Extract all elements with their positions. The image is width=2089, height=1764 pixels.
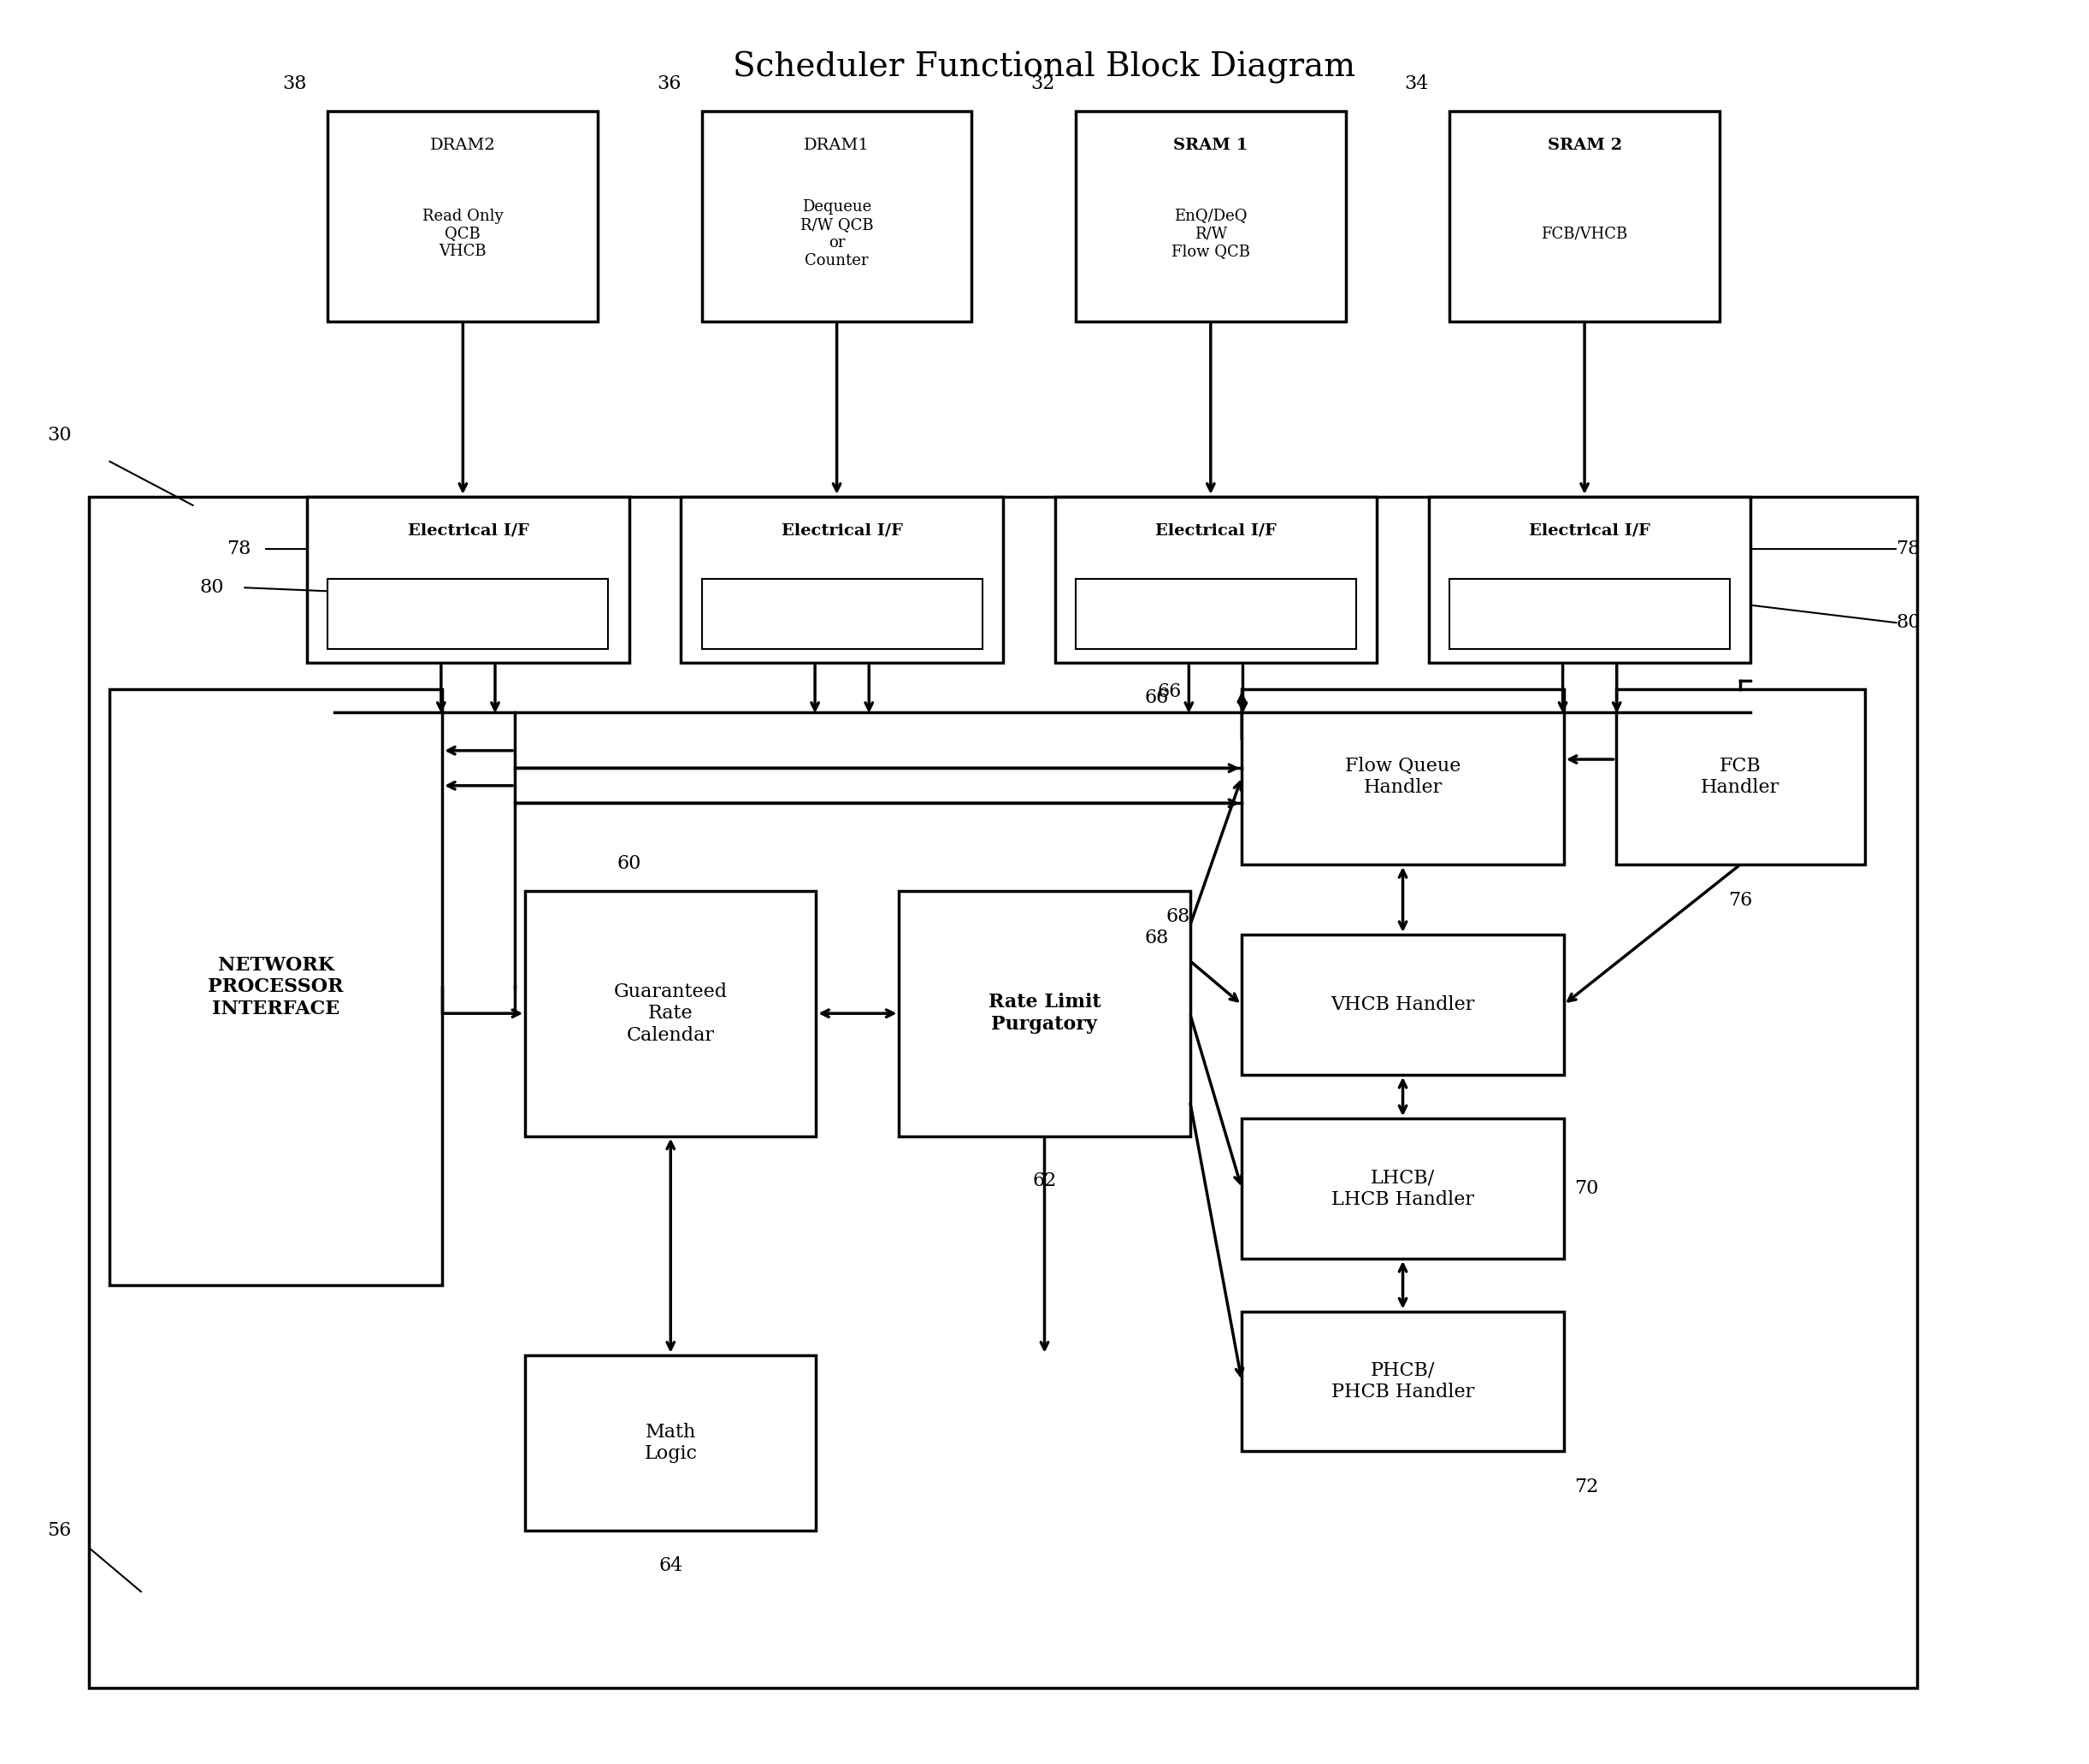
Text: 68: 68 [1166, 907, 1191, 926]
Text: VHCB Handler: VHCB Handler [1331, 995, 1475, 1014]
Text: Slot Allocation
Arbiter: Slot Allocation Arbiter [1546, 602, 1634, 626]
FancyBboxPatch shape [90, 496, 1918, 1688]
Text: Read Only
QCB
VHCB: Read Only QCB VHCB [422, 208, 503, 259]
FancyBboxPatch shape [111, 690, 443, 1284]
Text: Electrical I/F: Electrical I/F [1529, 522, 1650, 538]
Text: NETWORK
PROCESSOR
INTERFACE: NETWORK PROCESSOR INTERFACE [209, 956, 345, 1018]
Text: Math
Logic: Math Logic [643, 1422, 698, 1462]
Text: SRAM 2: SRAM 2 [1548, 138, 1621, 153]
FancyBboxPatch shape [1241, 935, 1565, 1074]
Text: Electrical I/F: Electrical I/F [781, 522, 902, 538]
FancyBboxPatch shape [524, 1355, 817, 1531]
FancyBboxPatch shape [1450, 579, 1730, 649]
Text: Slot Allocation
Arbiter: Slot Allocation Arbiter [798, 602, 886, 626]
Text: EnQ/DeQ
R/W
Flow QCB: EnQ/DeQ R/W Flow QCB [1172, 208, 1249, 259]
Text: 56: 56 [48, 1521, 71, 1540]
FancyBboxPatch shape [1076, 579, 1356, 649]
FancyBboxPatch shape [524, 891, 817, 1136]
Text: 34: 34 [1404, 74, 1429, 93]
Text: LHCB/
LHCB Handler: LHCB/ LHCB Handler [1331, 1168, 1475, 1208]
FancyBboxPatch shape [1076, 111, 1345, 321]
FancyBboxPatch shape [702, 579, 982, 649]
FancyBboxPatch shape [1241, 1118, 1565, 1259]
Text: PHCB/
PHCB Handler: PHCB/ PHCB Handler [1331, 1362, 1475, 1402]
FancyBboxPatch shape [1450, 111, 1719, 321]
Text: Slot Allocation
Arbiter: Slot Allocation Arbiter [1172, 602, 1260, 626]
Text: DRAM1: DRAM1 [804, 138, 869, 153]
Text: Dequeue
R/W QCB
or
Counter: Dequeue R/W QCB or Counter [800, 199, 873, 268]
Text: SRAM 1: SRAM 1 [1174, 138, 1247, 153]
FancyBboxPatch shape [1615, 690, 1865, 864]
Text: 72: 72 [1575, 1478, 1598, 1496]
Text: 60: 60 [616, 854, 641, 873]
Text: DRAM2: DRAM2 [430, 138, 495, 153]
Text: 32: 32 [1030, 74, 1055, 93]
Text: FCB/VHCB: FCB/VHCB [1542, 226, 1627, 242]
Text: 78: 78 [228, 540, 251, 559]
Text: Scheduler Functional Block Diagram: Scheduler Functional Block Diagram [733, 51, 1356, 83]
FancyBboxPatch shape [1241, 690, 1565, 864]
Text: 38: 38 [282, 74, 307, 93]
Text: Rate Limit
Purgatory: Rate Limit Purgatory [988, 993, 1101, 1034]
Text: 68: 68 [1145, 928, 1170, 947]
FancyBboxPatch shape [328, 111, 597, 321]
Text: 78: 78 [1897, 540, 1920, 559]
FancyBboxPatch shape [702, 111, 971, 321]
Text: 80: 80 [201, 579, 224, 596]
Text: 36: 36 [656, 74, 681, 93]
Text: 66: 66 [1157, 683, 1180, 702]
FancyBboxPatch shape [898, 891, 1191, 1136]
Text: FCB
Handler: FCB Handler [1700, 757, 1780, 797]
Text: Guaranteed
Rate
Calendar: Guaranteed Rate Calendar [614, 983, 727, 1044]
Text: 80: 80 [1897, 614, 1920, 632]
Text: 64: 64 [658, 1556, 683, 1575]
FancyBboxPatch shape [1055, 496, 1377, 663]
FancyBboxPatch shape [328, 579, 608, 649]
Text: Flow Queue
Handler: Flow Queue Handler [1345, 757, 1460, 797]
Text: 70: 70 [1575, 1178, 1598, 1198]
FancyBboxPatch shape [1241, 1311, 1565, 1452]
FancyBboxPatch shape [307, 496, 629, 663]
Text: 76: 76 [1728, 891, 1753, 910]
Text: 30: 30 [48, 425, 71, 445]
Text: Slot Allocation
Arbiter: Slot Allocation Arbiter [424, 602, 512, 626]
Text: 66: 66 [1145, 688, 1170, 707]
FancyBboxPatch shape [1429, 496, 1751, 663]
Text: 62: 62 [1032, 1171, 1057, 1191]
Text: Electrical I/F: Electrical I/F [1155, 522, 1276, 538]
FancyBboxPatch shape [681, 496, 1003, 663]
Text: Electrical I/F: Electrical I/F [407, 522, 529, 538]
